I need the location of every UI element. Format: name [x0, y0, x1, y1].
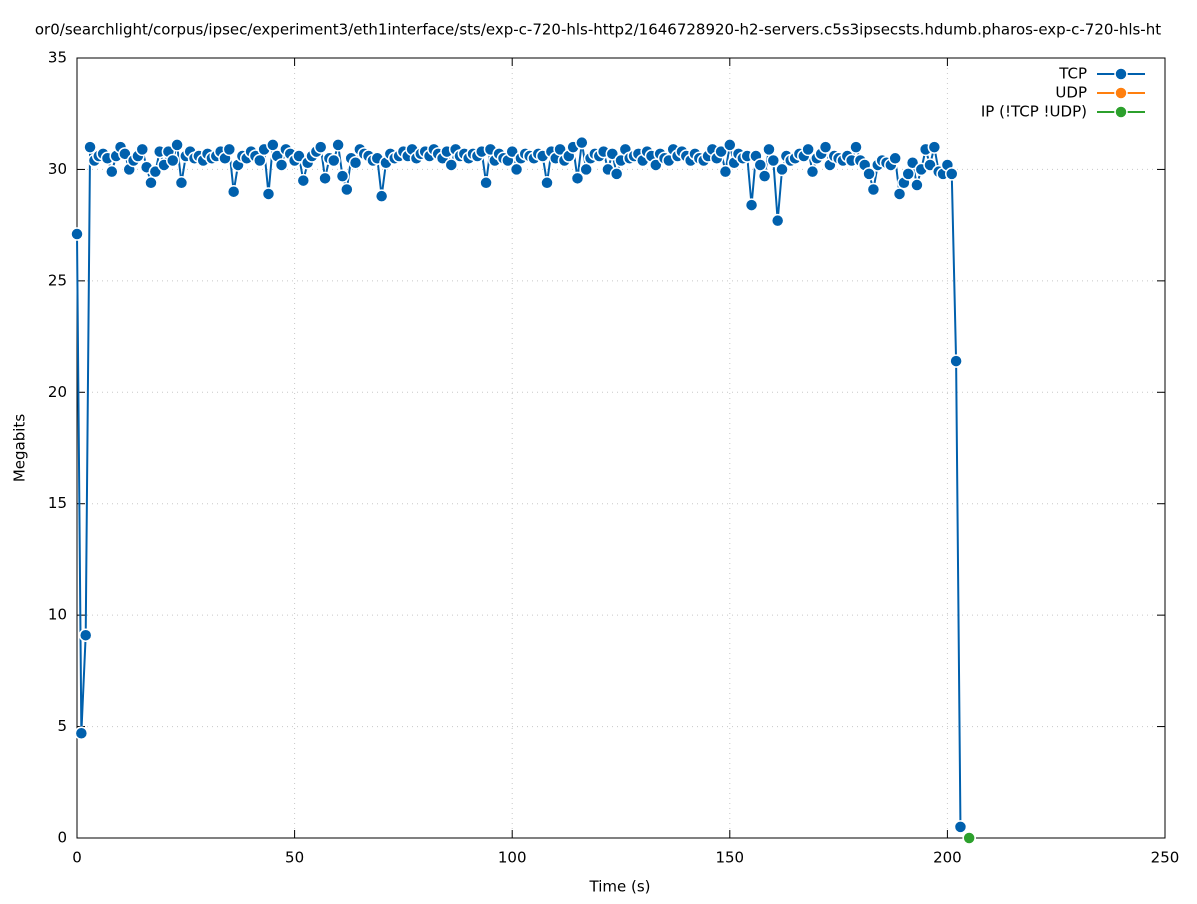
point [78, 628, 93, 642]
point [714, 144, 728, 159]
point [540, 176, 554, 190]
point [892, 187, 907, 201]
point [505, 144, 519, 159]
x-tick-label: 150 [715, 849, 744, 867]
point [905, 155, 920, 170]
point [174, 176, 189, 190]
chart-title: or0/searchlight/corpus/ipsec/experiment3… [35, 21, 1161, 39]
point [296, 173, 311, 188]
point [866, 182, 881, 197]
point [962, 831, 976, 845]
plot-border [76, 57, 1166, 839]
point [723, 138, 737, 152]
point [801, 142, 815, 157]
x-tick-label: 50 [285, 849, 304, 867]
point [266, 138, 280, 152]
point [274, 158, 289, 172]
point [226, 184, 241, 199]
point [744, 198, 759, 212]
point [901, 167, 915, 181]
point [222, 142, 237, 157]
y-tick-label: 0 [57, 829, 67, 847]
point [805, 164, 820, 179]
point [509, 162, 524, 177]
point [74, 726, 89, 741]
point [444, 158, 459, 172]
point [923, 158, 937, 172]
y-tick-label: 5 [57, 717, 67, 735]
point [292, 149, 306, 163]
point [327, 153, 341, 168]
y-tick-label: 15 [48, 494, 67, 512]
legend-label: UDP [1055, 84, 1087, 102]
point [570, 171, 585, 186]
point [165, 153, 180, 168]
point [775, 162, 789, 177]
x-axis-label: Time (s) [589, 878, 651, 896]
y-tick-label: 25 [48, 271, 67, 289]
point [575, 135, 589, 150]
point [945, 167, 959, 181]
x-tick-label: 200 [933, 849, 962, 867]
point [766, 153, 781, 168]
point [335, 169, 350, 183]
point [253, 153, 267, 168]
point [70, 227, 84, 241]
point [579, 162, 593, 177]
y-axis-label: Megabits [11, 414, 29, 482]
point [331, 138, 345, 152]
point [609, 167, 624, 181]
point [770, 213, 785, 228]
point [148, 164, 163, 179]
legend-marker [1114, 105, 1128, 119]
point [953, 820, 968, 834]
legend-label: TCP [1058, 65, 1087, 83]
x-tick-label: 250 [1151, 849, 1180, 867]
point [170, 138, 184, 152]
point [144, 176, 158, 190]
point [83, 140, 97, 154]
point [135, 142, 150, 157]
x-tick-label: 100 [498, 849, 527, 867]
y-tick-label: 30 [48, 160, 67, 178]
point [261, 187, 276, 201]
point [910, 178, 924, 192]
point [888, 151, 902, 166]
legend-label: IP (!TCP !UDP) [981, 103, 1087, 121]
point [105, 164, 119, 179]
legend-marker [1114, 86, 1128, 100]
y-tick-label: 20 [48, 383, 67, 401]
point [762, 142, 776, 157]
point [374, 189, 389, 203]
point [313, 140, 328, 154]
point [718, 164, 733, 179]
point [849, 140, 863, 154]
point [757, 169, 772, 183]
point [862, 167, 876, 181]
point [348, 155, 363, 170]
point [318, 171, 332, 186]
x-tick-label: 0 [72, 849, 82, 867]
point [927, 140, 942, 154]
point [753, 158, 768, 172]
point [340, 182, 354, 197]
point [949, 354, 963, 368]
point [479, 176, 493, 190]
legend-marker [1114, 67, 1128, 81]
point [605, 147, 620, 161]
y-tick-label: 35 [48, 49, 67, 67]
point [118, 147, 132, 161]
y-tick-label: 10 [48, 606, 67, 624]
point [818, 140, 833, 154]
